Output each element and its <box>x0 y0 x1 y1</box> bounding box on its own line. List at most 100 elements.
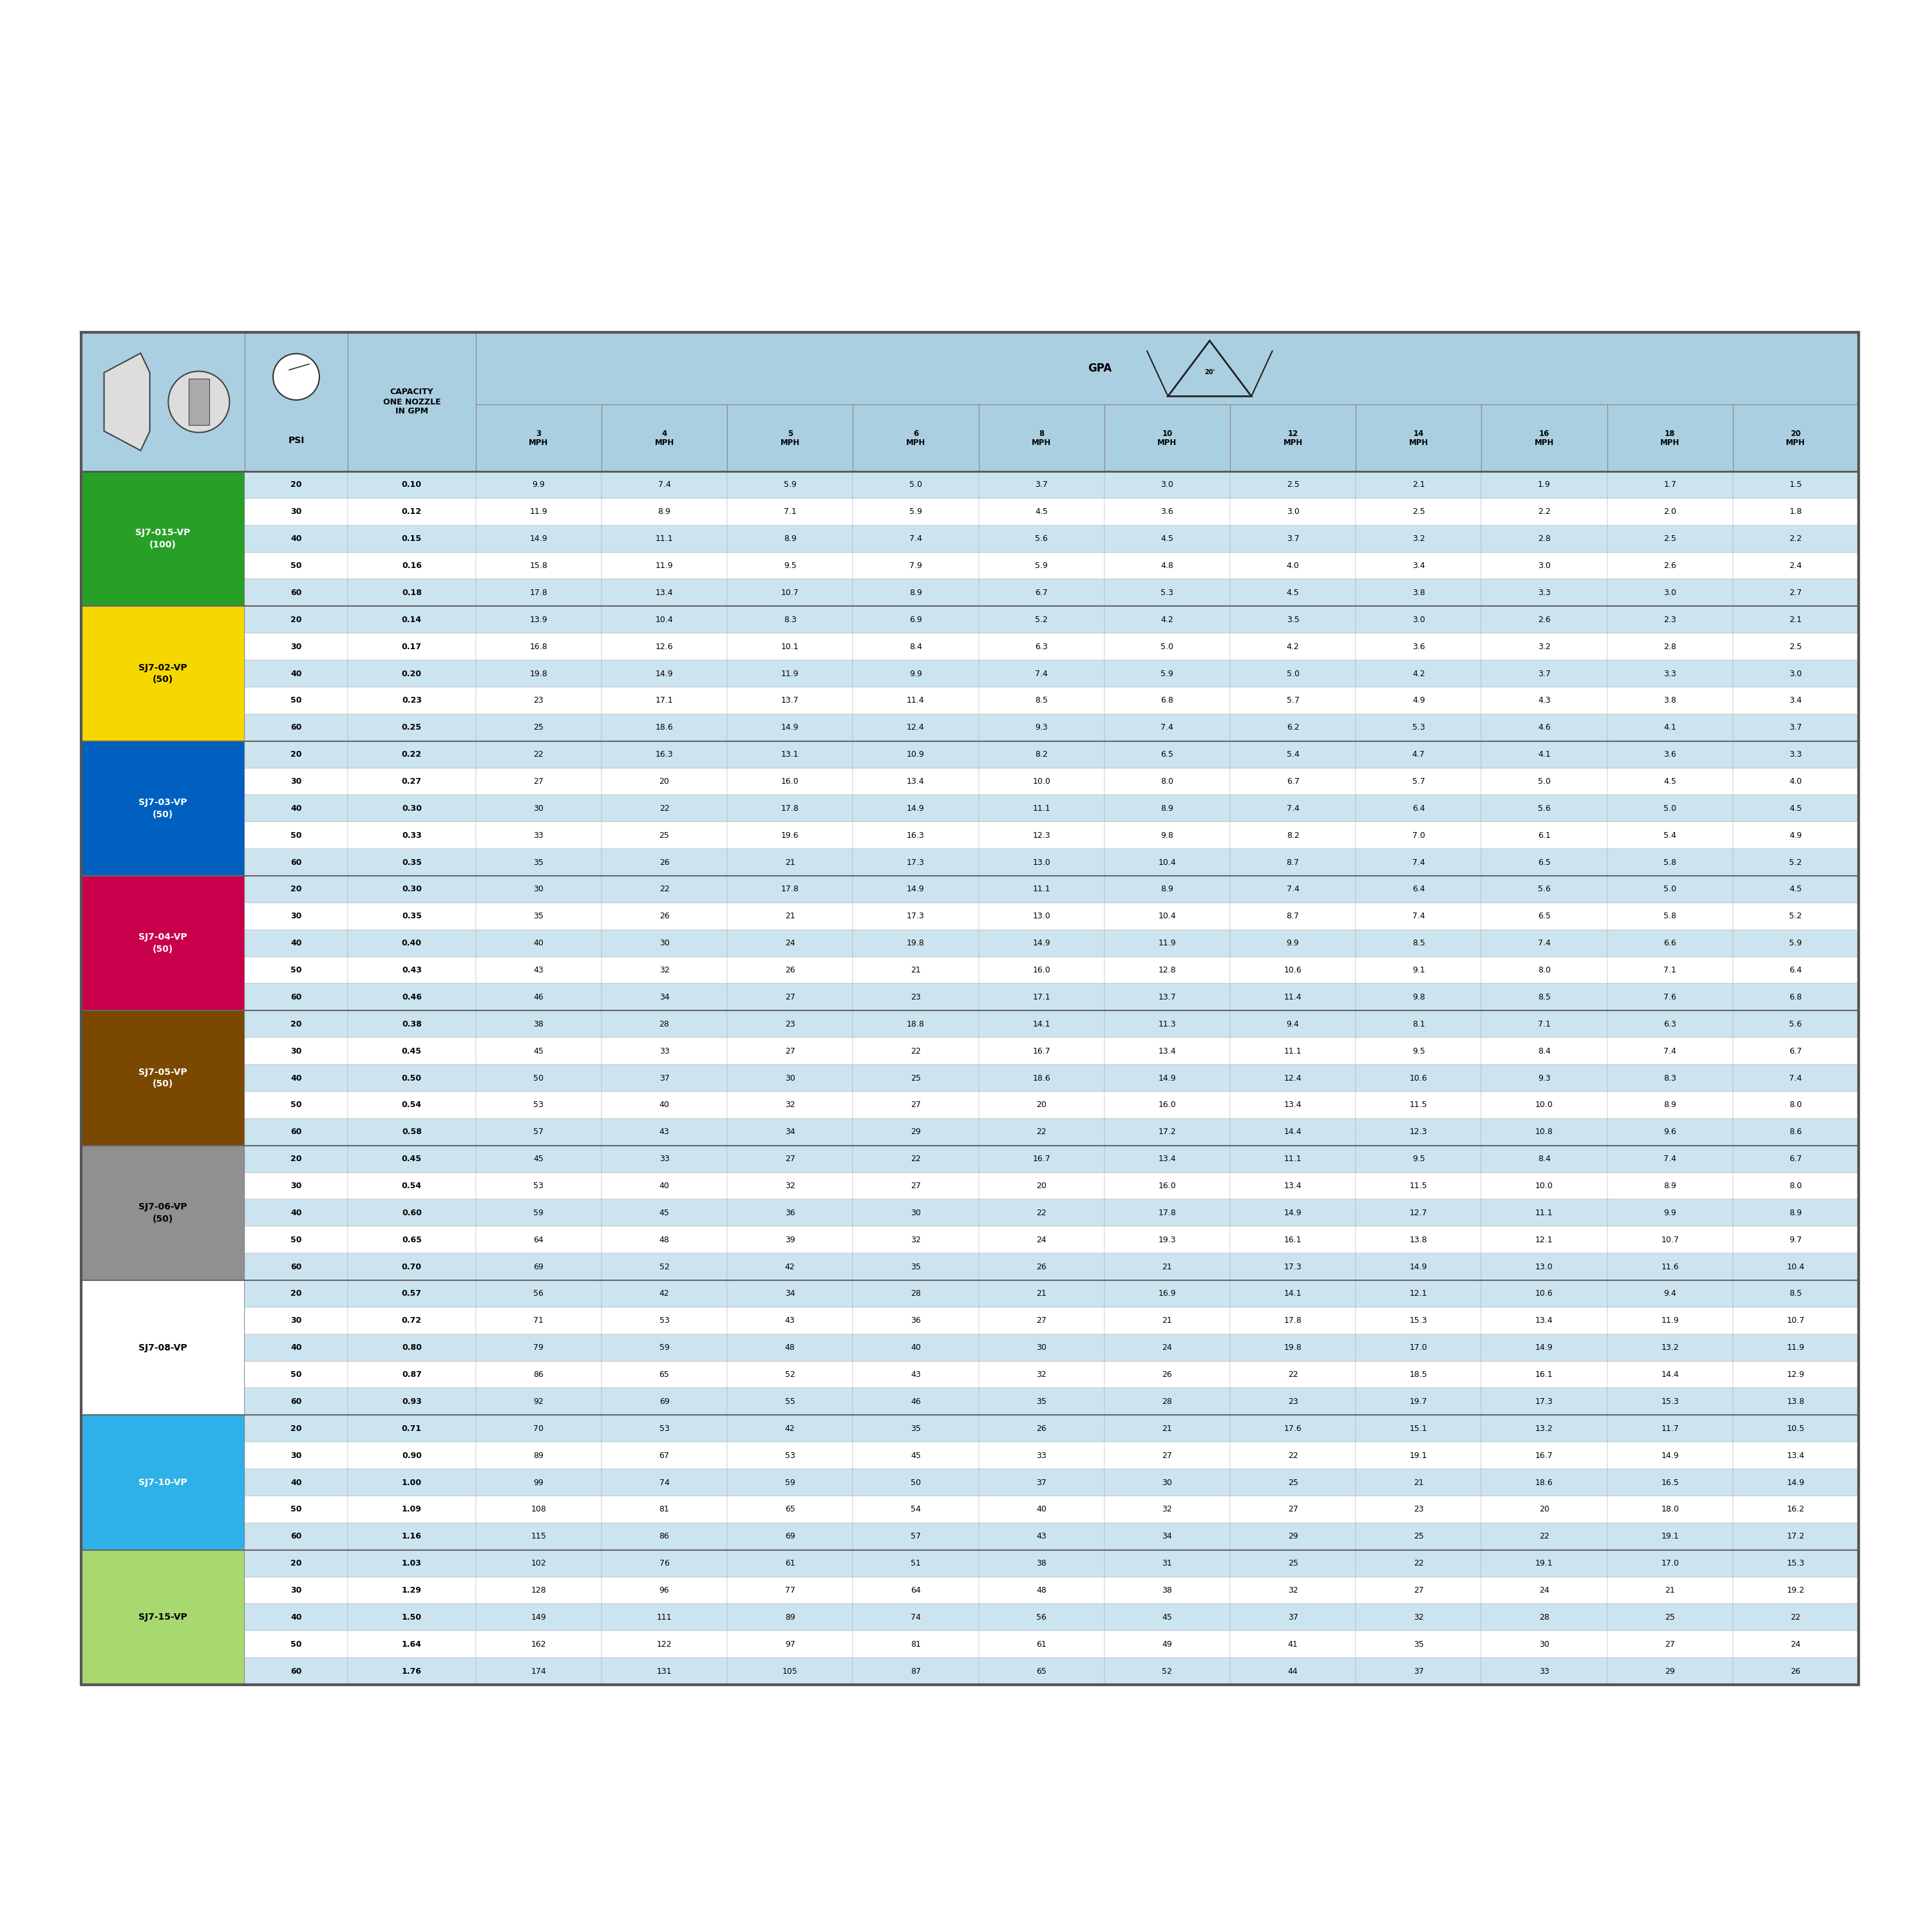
Bar <box>245 1549 348 1577</box>
Text: 0.72: 0.72 <box>402 1316 421 1325</box>
Bar <box>1356 1037 1482 1065</box>
Text: 0.54: 0.54 <box>402 1101 421 1109</box>
Text: 54: 54 <box>910 1505 922 1513</box>
Text: 3.6: 3.6 <box>1663 750 1677 759</box>
Bar <box>245 580 348 607</box>
Bar <box>726 715 852 742</box>
Text: 8.7: 8.7 <box>1287 912 1300 920</box>
Text: 21: 21 <box>784 858 796 867</box>
Text: 50: 50 <box>290 1236 301 1244</box>
Bar <box>1482 1092 1607 1119</box>
Text: 19.1: 19.1 <box>1536 1559 1553 1567</box>
Bar <box>1356 769 1482 794</box>
Bar <box>1105 1631 1231 1658</box>
Bar <box>852 661 980 688</box>
Bar <box>601 1414 726 1441</box>
Bar <box>980 553 1105 580</box>
Bar <box>852 607 980 634</box>
Text: 21: 21 <box>784 912 796 920</box>
Bar <box>852 1200 980 1227</box>
Bar <box>1482 1522 1607 1549</box>
Bar <box>1356 526 1482 553</box>
Text: 76: 76 <box>659 1559 668 1567</box>
Text: 30: 30 <box>533 885 543 893</box>
Text: 3.0: 3.0 <box>1161 481 1173 489</box>
Text: 23: 23 <box>784 1020 796 1028</box>
Bar <box>1231 1414 1356 1441</box>
Bar <box>1231 1549 1356 1577</box>
Bar <box>1733 1146 1859 1173</box>
Bar <box>1733 1173 1859 1200</box>
Text: 4
MPH: 4 MPH <box>655 429 674 446</box>
Bar <box>1105 498 1231 526</box>
Text: 3.3: 3.3 <box>1663 670 1677 678</box>
Bar <box>475 404 601 471</box>
Bar <box>1356 661 1482 688</box>
Bar <box>1356 875 1482 902</box>
Text: 6.3: 6.3 <box>1036 643 1047 651</box>
Bar <box>1733 607 1859 634</box>
Bar <box>726 875 852 902</box>
Polygon shape <box>1169 340 1252 396</box>
Bar <box>1733 580 1859 607</box>
Text: 40: 40 <box>659 1101 668 1109</box>
Bar <box>1356 1577 1482 1604</box>
Bar <box>852 1037 980 1065</box>
Text: 27: 27 <box>1036 1316 1047 1325</box>
Text: 86: 86 <box>533 1370 543 1379</box>
Bar <box>1105 1604 1231 1631</box>
Text: 22: 22 <box>910 1047 922 1055</box>
Text: 30: 30 <box>290 643 301 651</box>
Text: 8.3: 8.3 <box>784 616 796 624</box>
Bar <box>475 1119 601 1146</box>
Text: 13.4: 13.4 <box>1159 1155 1177 1163</box>
Text: 14.4: 14.4 <box>1662 1370 1679 1379</box>
Bar <box>1482 794 1607 821</box>
Bar <box>1607 1281 1733 1308</box>
Text: 30: 30 <box>1161 1478 1173 1488</box>
Text: 131: 131 <box>657 1667 672 1675</box>
Text: 2.5: 2.5 <box>1412 508 1426 516</box>
Text: 7.4: 7.4 <box>1287 804 1300 813</box>
Text: 48: 48 <box>1036 1586 1047 1594</box>
Text: 40: 40 <box>290 1478 301 1488</box>
Text: 11.9: 11.9 <box>529 508 547 516</box>
Text: 6.1: 6.1 <box>1538 831 1551 840</box>
Text: 17.3: 17.3 <box>906 912 925 920</box>
Bar <box>601 1200 726 1227</box>
Text: 1.29: 1.29 <box>402 1586 421 1594</box>
Text: 34: 34 <box>784 1128 796 1136</box>
Text: 21: 21 <box>1665 1586 1675 1594</box>
Bar <box>980 1092 1105 1119</box>
Text: 74: 74 <box>659 1478 668 1488</box>
Circle shape <box>272 354 319 400</box>
Bar <box>852 1387 980 1414</box>
Text: 43: 43 <box>784 1316 796 1325</box>
Text: 17.8: 17.8 <box>781 804 800 813</box>
Text: 5.9: 5.9 <box>910 508 922 516</box>
Bar <box>1482 553 1607 580</box>
Bar <box>348 1577 475 1604</box>
Bar <box>1733 1387 1859 1414</box>
Text: 45: 45 <box>910 1451 922 1461</box>
Text: 0.25: 0.25 <box>402 723 421 732</box>
Bar <box>852 1227 980 1254</box>
Bar <box>245 634 348 661</box>
Bar <box>601 580 726 607</box>
Text: 86: 86 <box>659 1532 668 1540</box>
Text: 59: 59 <box>659 1343 668 1352</box>
Text: 13.4: 13.4 <box>1536 1316 1553 1325</box>
Text: 23: 23 <box>910 993 922 1001</box>
Text: 14.9: 14.9 <box>1410 1264 1428 1271</box>
Text: 22: 22 <box>1289 1451 1298 1461</box>
Bar <box>1231 580 1356 607</box>
Text: 1.5: 1.5 <box>1789 481 1803 489</box>
Bar <box>1231 1441 1356 1468</box>
Text: 24: 24 <box>1791 1640 1801 1648</box>
Text: 8.9: 8.9 <box>1663 1101 1677 1109</box>
Text: 0.65: 0.65 <box>402 1236 421 1244</box>
Text: 13.8: 13.8 <box>1410 1236 1428 1244</box>
Bar <box>475 769 601 794</box>
Bar <box>601 1037 726 1065</box>
Bar <box>348 1092 475 1119</box>
